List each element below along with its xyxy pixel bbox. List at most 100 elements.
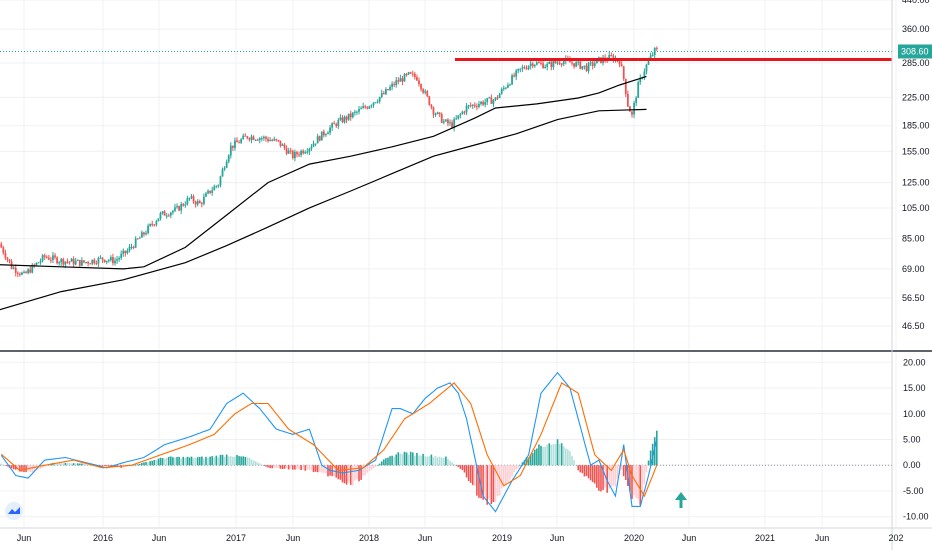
histogram-bar — [79, 463, 81, 466]
candle — [531, 63, 534, 67]
histogram-bar — [190, 456, 193, 466]
candle — [14, 267, 17, 273]
histogram-bar — [430, 454, 433, 466]
histogram-bar — [455, 465, 458, 466]
histogram-bar — [372, 465, 375, 469]
candle — [463, 111, 466, 113]
histogram-bar — [275, 465, 278, 469]
candle — [380, 93, 383, 97]
histogram-bar — [380, 461, 383, 466]
candle — [267, 138, 269, 142]
candle — [513, 75, 516, 77]
histogram-bar — [649, 450, 652, 466]
histogram-bar — [248, 457, 251, 466]
histogram-bar — [302, 465, 304, 470]
candle — [529, 63, 532, 66]
candle — [370, 105, 373, 107]
histogram-bar — [637, 465, 639, 500]
histogram-bar — [10, 465, 13, 469]
candle — [151, 223, 154, 225]
histogram-bar — [240, 456, 242, 466]
candle — [651, 54, 654, 56]
candle — [312, 143, 315, 147]
candle — [595, 59, 598, 64]
candle — [519, 68, 522, 70]
candle — [265, 136, 267, 139]
candle — [351, 112, 354, 118]
candle — [78, 259, 81, 266]
histogram-bar — [31, 465, 34, 473]
candle — [217, 185, 220, 187]
histogram-bar — [418, 455, 420, 466]
price-tick-label: 225.00 — [902, 92, 930, 102]
candle — [43, 255, 46, 257]
price-tick-label: 85.00 — [902, 234, 925, 244]
candle — [234, 140, 236, 148]
price-axis-area[interactable] — [893, 0, 932, 550]
histogram-bar — [523, 460, 526, 466]
candle — [250, 136, 253, 140]
candle — [387, 89, 389, 91]
histogram-bar — [596, 465, 598, 488]
histogram-bar — [155, 460, 158, 466]
histogram-bar — [85, 464, 87, 466]
candle — [391, 83, 394, 87]
candle — [507, 84, 509, 88]
candle — [21, 272, 23, 275]
candle — [608, 55, 611, 61]
macd-tick-label: -10.00 — [903, 512, 929, 522]
histogram-bar — [178, 456, 180, 466]
candle — [76, 259, 79, 261]
histogram-bar — [41, 465, 44, 468]
histogram-bar — [629, 465, 631, 492]
candle — [136, 238, 139, 240]
histogram-bar — [517, 465, 520, 469]
histogram-bar — [62, 463, 65, 466]
histogram-bar — [105, 465, 108, 467]
candle — [4, 252, 7, 258]
histogram-bar — [540, 445, 542, 466]
time-tick-label: Jun — [682, 533, 697, 543]
candle — [407, 72, 410, 75]
candle — [52, 255, 54, 260]
histogram-bar — [83, 463, 85, 466]
logo-mark — [8, 507, 20, 514]
candle — [622, 66, 625, 79]
candle — [562, 61, 565, 65]
candle — [624, 78, 627, 94]
candle — [451, 122, 453, 128]
tradingview-logo[interactable] — [5, 502, 23, 520]
candle — [229, 145, 232, 156]
candle — [60, 258, 63, 263]
candle — [643, 71, 646, 78]
histogram-bar — [428, 456, 431, 466]
candle — [213, 186, 216, 191]
histogram-bar — [12, 465, 15, 470]
histogram-bar — [474, 465, 476, 487]
histogram-bar — [399, 453, 402, 466]
histogram-bar — [312, 465, 315, 473]
candle — [488, 97, 491, 99]
histogram-bar — [227, 456, 230, 466]
histogram-bar — [414, 455, 416, 466]
histogram-bar — [246, 457, 249, 466]
histogram-bar — [536, 448, 538, 466]
candle — [134, 238, 137, 248]
candle — [442, 121, 445, 123]
candle — [333, 123, 336, 125]
candle — [399, 78, 402, 82]
histogram-bar — [478, 465, 480, 498]
candle — [68, 261, 71, 263]
histogram-bar — [589, 465, 592, 481]
macd-tick-label: 10.00 — [903, 409, 926, 419]
candle — [364, 106, 367, 108]
candle — [89, 263, 92, 265]
price-tick-label: 360.00 — [902, 24, 930, 34]
candle — [178, 206, 180, 211]
candle — [424, 91, 427, 93]
candle — [25, 271, 27, 274]
candle — [130, 246, 133, 248]
candle — [374, 102, 377, 104]
candle — [190, 196, 193, 198]
